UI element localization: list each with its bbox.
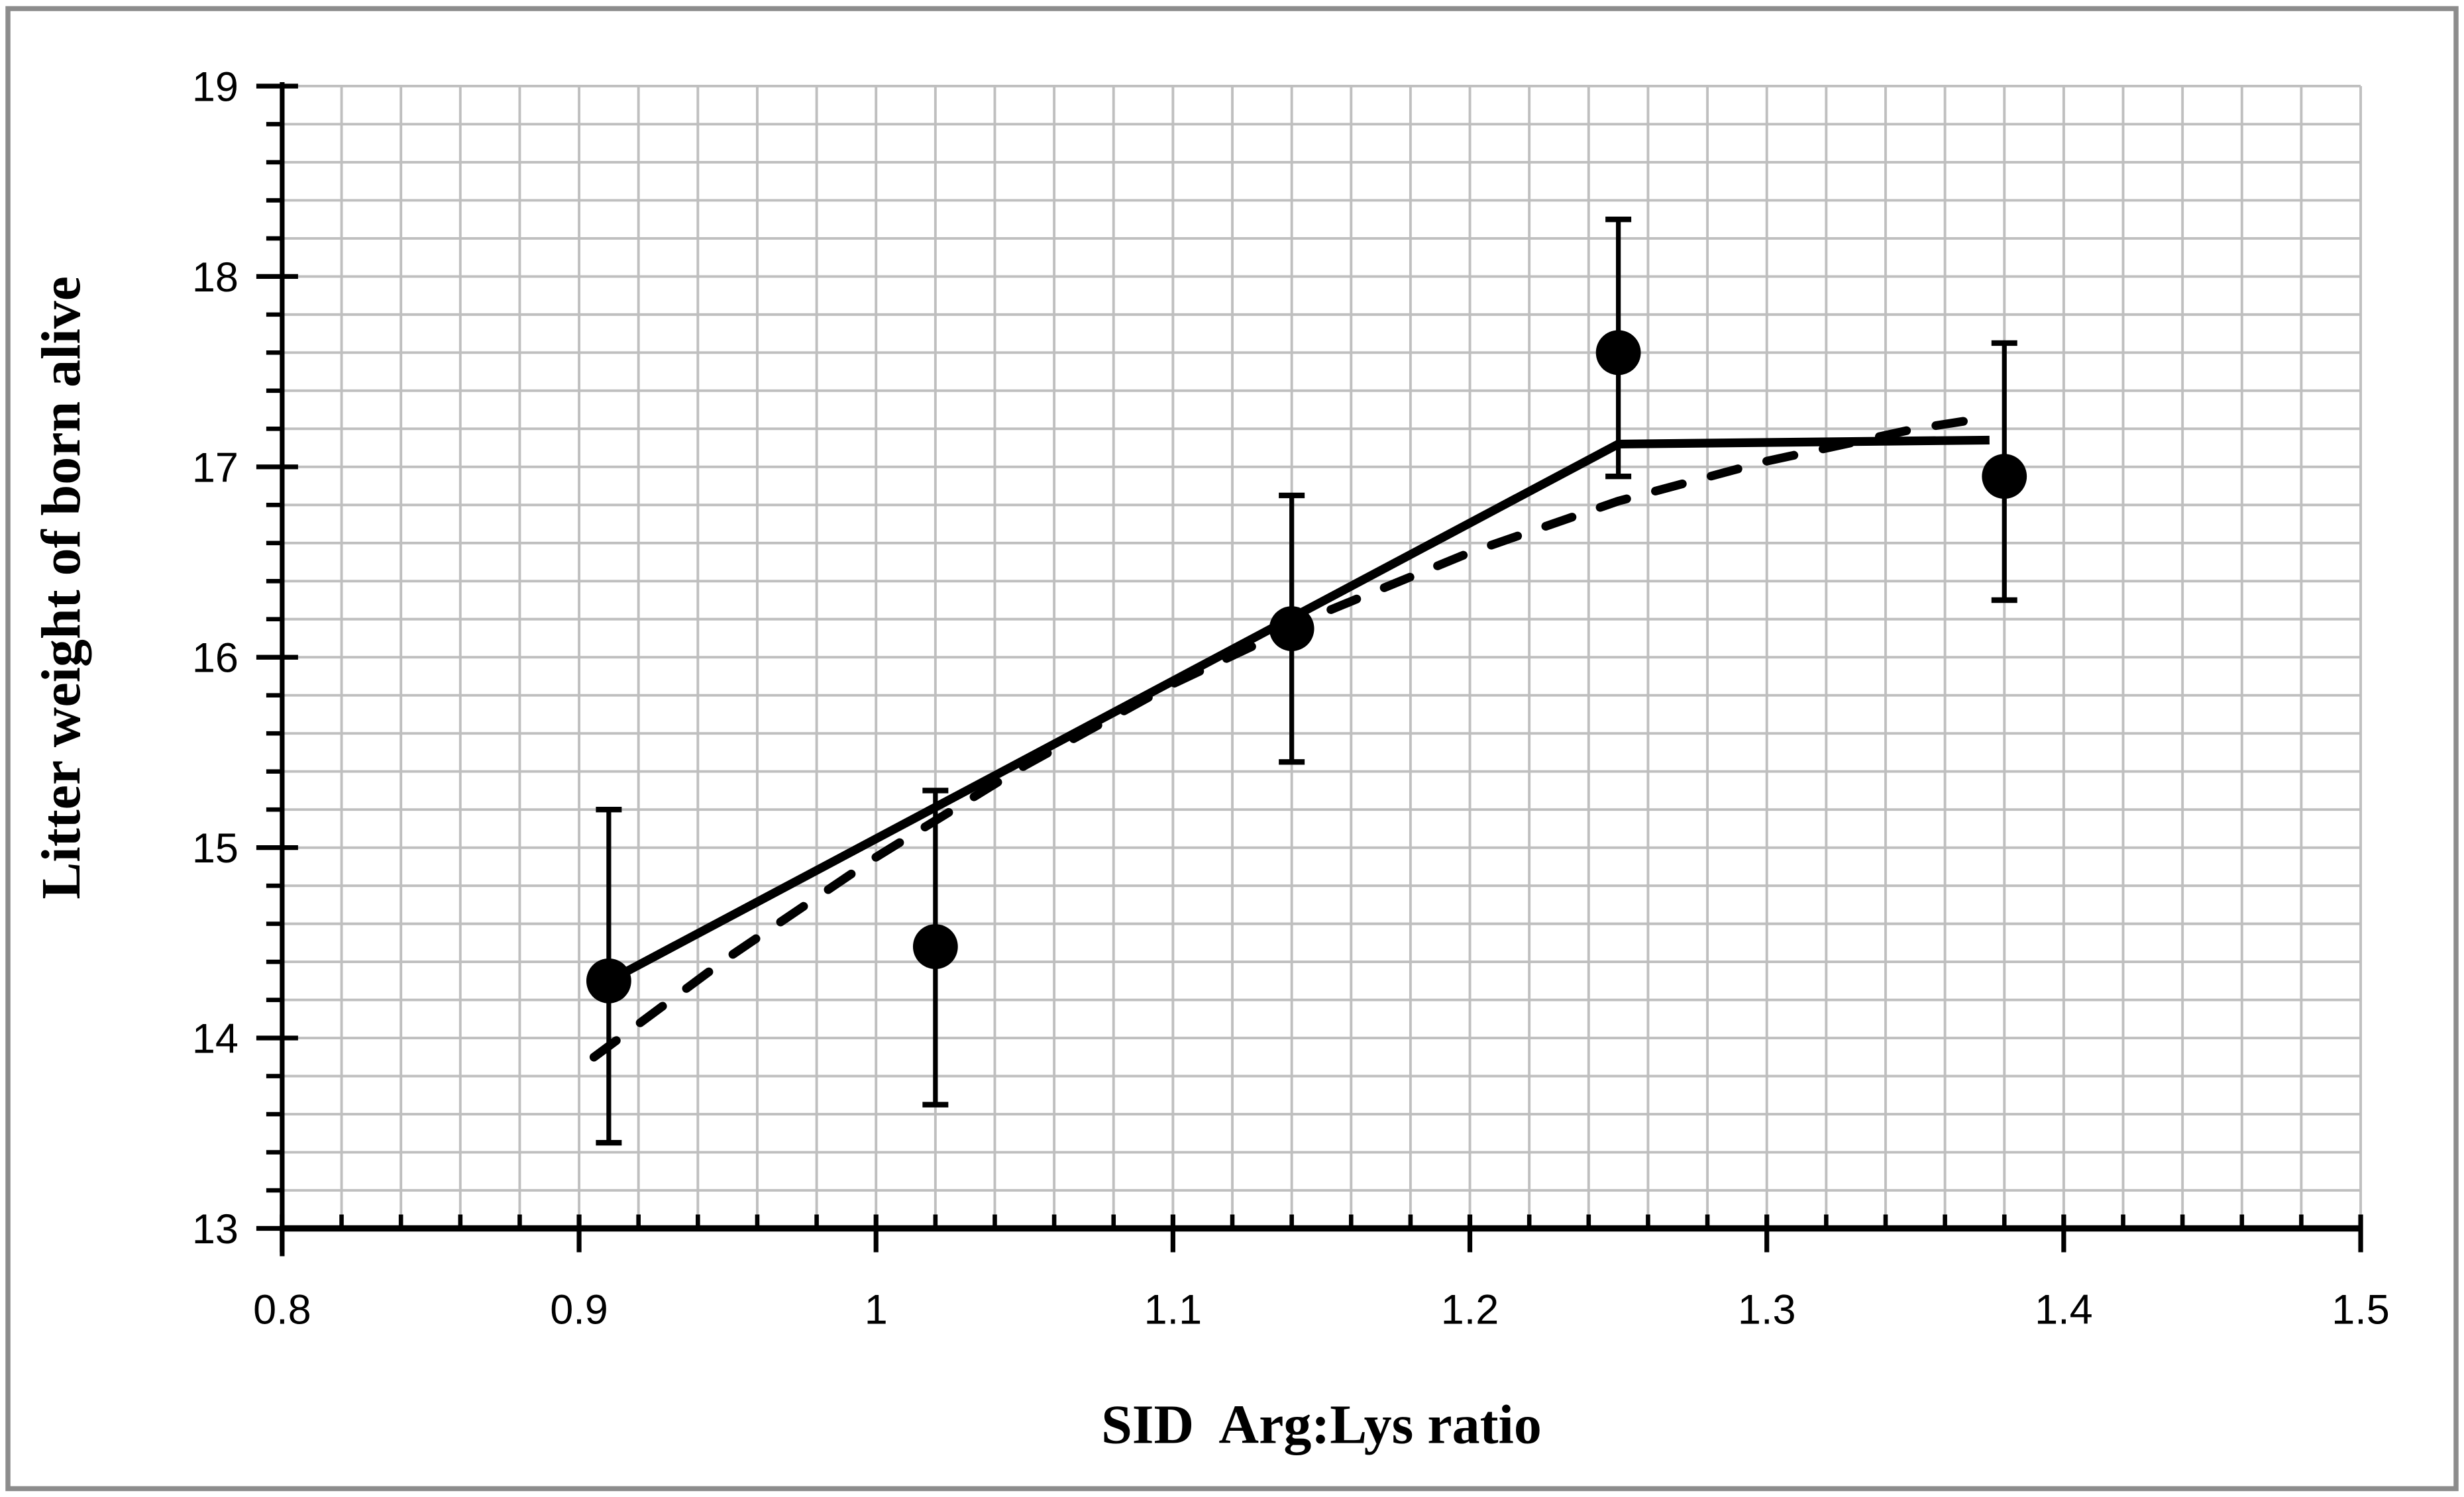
data-point — [1269, 606, 1314, 651]
series-layer — [586, 216, 2027, 1146]
y-tick-label: 19 — [192, 64, 239, 110]
tick-labels-layer: 13 14 15 16 17 18 19 0.8 0.9 1 1.1 1.2 1.3 1.4 1.5 — [192, 64, 2390, 1333]
x-tick-label: 0.9 — [550, 1286, 608, 1333]
x-tick-label: 1.2 — [1441, 1286, 1499, 1333]
x-tick-label: 1.1 — [1144, 1286, 1203, 1333]
regression-line-dashed — [589, 413, 1994, 1062]
y-tick-label: 16 — [192, 635, 239, 682]
data-point — [586, 958, 631, 1004]
y-tick-label: 18 — [192, 254, 239, 301]
axes-layer — [280, 81, 2361, 1257]
data-point — [1982, 454, 2027, 499]
x-tick-label: 1 — [865, 1286, 888, 1333]
x-tick-label: 1.4 — [2035, 1286, 2093, 1333]
y-tick-label: 15 — [192, 825, 239, 872]
x-tick-label: 1.3 — [1738, 1286, 1796, 1333]
figure-border — [5, 6, 2459, 1491]
x-tick-label: 0.8 — [253, 1286, 311, 1333]
y-tick-label: 14 — [192, 1015, 239, 1062]
data-point — [912, 924, 958, 969]
ticks-layer — [256, 83, 2363, 1253]
x-tick-label: 1.5 — [2331, 1286, 2390, 1333]
x-axis-title: SID Arg:Lys ratio — [1101, 1394, 1542, 1455]
data-point — [1595, 330, 1641, 376]
regression-line-solid — [606, 435, 1990, 985]
y-tick-label: 13 — [192, 1206, 239, 1253]
y-axis-title: Litter weight of born alive — [30, 276, 92, 900]
gridlines-layer — [280, 84, 2362, 1230]
y-tick-label: 17 — [192, 444, 239, 491]
